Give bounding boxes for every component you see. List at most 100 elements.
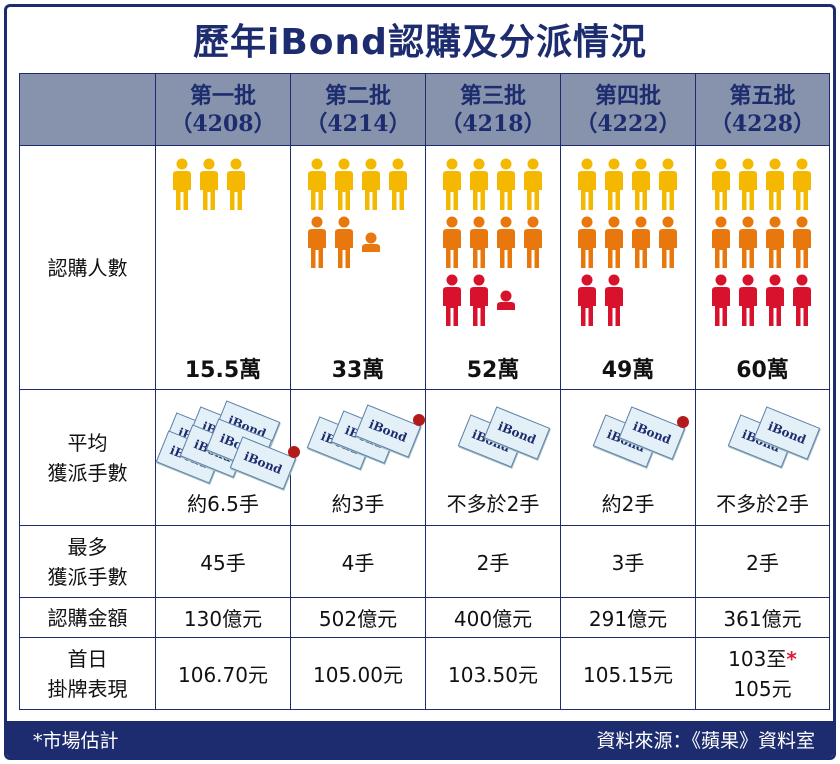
person-icon	[604, 274, 623, 326]
person-icon	[523, 158, 542, 210]
person-icon	[469, 216, 488, 268]
person-icon	[361, 158, 380, 210]
subscribers-value: 52萬	[466, 357, 520, 383]
row-label-line: 獲派手數	[47, 460, 128, 485]
row-label-line: 平均	[67, 430, 108, 455]
footnote: *市場估計	[33, 726, 119, 753]
subscribers-value: 60萬	[736, 357, 789, 383]
person-icon	[388, 158, 407, 210]
person-icon	[577, 158, 596, 210]
subscribers-cell: 60萬	[695, 145, 830, 390]
footnote-text: 市場估計	[42, 729, 119, 752]
batch-header: 第四批 （4222）	[560, 73, 696, 146]
bond-icons: iBondiBondiBondiBondiBondiBondiBond	[155, 398, 300, 490]
avg-allot-value: 約6.5手	[187, 492, 259, 516]
people-icons	[426, 152, 560, 352]
person-icon	[307, 158, 326, 210]
batch-header: 第二批 （4214）	[290, 73, 426, 146]
batch-name: 第一批	[189, 82, 256, 109]
subscribers-cell: 15.5萬	[155, 145, 291, 390]
row-label-avg-allot: 平均 獲派手數	[19, 389, 156, 526]
batch-code: （4214）	[305, 110, 411, 137]
subscribers-value: 33萬	[331, 357, 385, 383]
orange-people-row	[696, 210, 829, 268]
amount-value: 400億元	[425, 597, 561, 638]
seal-icon	[413, 414, 425, 426]
row-label-first-day: 首日 掛牌表現	[19, 637, 156, 710]
person-icon	[604, 216, 623, 268]
person-icon	[658, 216, 677, 268]
person-icon	[469, 274, 488, 326]
person-icon	[766, 274, 784, 326]
max-allot-value: 4手	[290, 525, 426, 598]
avg-allot-value: 約3手	[331, 492, 385, 516]
amount-value: 502億元	[290, 597, 426, 638]
source-note: 資料來源：《蘋果》資料室	[596, 729, 815, 752]
orange-people-row	[426, 210, 560, 268]
person-icon	[523, 216, 542, 268]
person-icon	[793, 216, 811, 268]
orange-people-row	[291, 210, 425, 268]
person-icon	[604, 158, 623, 210]
batch-header: 第五批 （4228）	[695, 73, 830, 146]
person-icon	[766, 216, 784, 268]
bond-certificate-icon: iBond	[229, 436, 297, 490]
max-allot-value: 2手	[695, 525, 830, 598]
bond-icons: iBondiBondiBond	[291, 398, 425, 488]
row-label-line: 獲派手數	[47, 564, 128, 589]
batch-name: 第五批	[729, 82, 796, 109]
first-day-value: 105.00元	[290, 637, 426, 710]
person-icon	[793, 158, 811, 210]
yellow-people-row	[156, 152, 290, 210]
person-icon	[307, 216, 326, 268]
batch-header: 第一批 （4208）	[155, 73, 291, 146]
red-people-row	[696, 268, 829, 326]
row-label-line: 首日	[67, 646, 108, 671]
footnote-star: *	[33, 729, 43, 752]
people-icons	[561, 152, 695, 352]
subscribers-cell: 49萬	[560, 145, 696, 390]
person-icon	[658, 158, 677, 210]
row-label-line: 掛牌表現	[47, 676, 128, 701]
seal-icon	[677, 416, 689, 428]
ibond-table: 第一批 （4208） 第二批 （4214） 第三批 （4218） 第四批 （4222） …	[19, 73, 830, 710]
avg-allot-value: 不多於2手	[716, 492, 809, 516]
avg-allot-value: 不多於2手	[446, 492, 540, 516]
amount-row: 認購金額 130億元 502億元 400億元 291億元 361億元	[19, 597, 830, 638]
first-day-value: 103.50元	[425, 637, 561, 710]
batch-name: 第三批	[459, 82, 526, 109]
person-icon	[172, 158, 191, 210]
first-day-value: 106.70元	[155, 637, 291, 710]
person-icon	[469, 158, 488, 210]
seal-icon	[288, 446, 300, 458]
avg-allot-cell: iBondiBondiBond 約3手	[290, 389, 426, 526]
subscribers-cell: 33萬	[290, 145, 426, 390]
batch-code: （4222）	[575, 110, 681, 137]
yellow-people-row	[291, 152, 425, 210]
infographic-frame: 歷年iBond認購及分派情況 第一批 （4208） 第二批 （4214） 第三批 （4…	[4, 4, 836, 760]
person-icon	[199, 158, 218, 210]
header-row: 第一批 （4208） 第二批 （4214） 第三批 （4218） 第四批 （4222） …	[19, 73, 830, 146]
batch-code: （4218）	[440, 110, 546, 137]
person-icon	[577, 216, 596, 268]
partial-person-icon	[496, 290, 515, 310]
chart-title: 歷年iBond認購及分派情況	[193, 22, 647, 63]
amount-value: 361億元	[695, 597, 830, 638]
max-allot-row: 最多 獲派手數 45手 4手 2手 3手 2手	[19, 525, 830, 598]
person-icon	[226, 158, 245, 210]
footer-bar: *市場估計 資料來源：《蘋果》資料室	[7, 721, 833, 757]
row-label-max-allot: 最多 獲派手數	[19, 525, 156, 598]
batch-name: 第四批	[594, 82, 661, 109]
avg-allot-cell: iBondiBondiBondiBondiBondiBondiBond約6.5手	[155, 389, 300, 526]
first-day-value-range: 103至* 105元	[695, 637, 830, 710]
first-day-row: 首日 掛牌表現 106.70元 105.00元 103.50元 105.15元 1…	[19, 637, 830, 710]
person-icon	[442, 158, 461, 210]
person-icon	[496, 158, 515, 210]
person-icon	[442, 216, 461, 268]
batch-code: （4208）	[170, 110, 276, 137]
